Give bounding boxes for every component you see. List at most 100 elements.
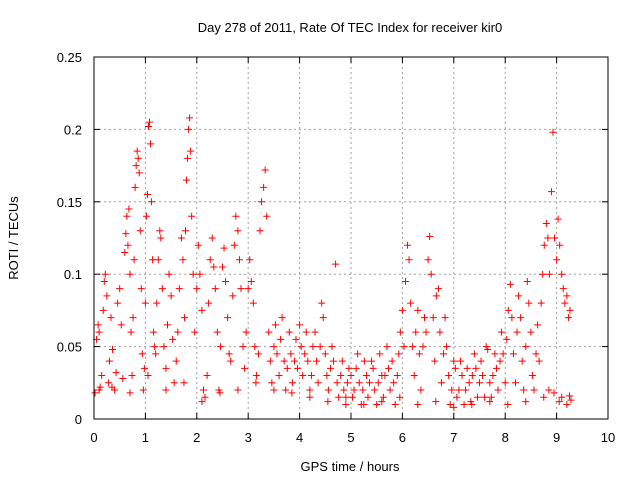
data-point (517, 314, 525, 322)
data-point (213, 328, 221, 336)
data-point (170, 379, 178, 387)
data-point (152, 350, 160, 358)
data-point (125, 205, 133, 213)
data-point (307, 372, 315, 380)
data-point (404, 241, 412, 249)
data-point (499, 350, 507, 358)
data-point (220, 244, 228, 252)
data-point (186, 114, 194, 122)
data-point (136, 227, 144, 235)
data-point (254, 350, 262, 358)
data-point (138, 350, 146, 358)
data-point (566, 306, 574, 314)
data-point (104, 379, 112, 387)
data-point (532, 350, 540, 358)
data-point (158, 285, 166, 293)
data-point (134, 154, 142, 162)
data-point (112, 369, 120, 377)
data-point (135, 169, 143, 177)
y-tick-label: 0.05 (57, 340, 82, 355)
data-point (174, 328, 182, 336)
data-point (486, 379, 494, 387)
data-point (492, 364, 500, 372)
data-point (309, 343, 317, 351)
data-point (266, 357, 274, 365)
data-point (450, 403, 458, 411)
data-point (296, 321, 304, 329)
data-point (465, 379, 473, 387)
data-point (437, 379, 445, 387)
data-point (431, 357, 439, 365)
data-point (271, 321, 279, 329)
data-point (504, 306, 512, 314)
data-point (215, 386, 223, 394)
data-point (395, 350, 403, 358)
data-point (242, 328, 250, 336)
data-point (451, 364, 459, 372)
data-point (376, 350, 384, 358)
data-point (561, 299, 569, 307)
data-point (144, 372, 152, 380)
data-point (426, 233, 434, 241)
data-point (391, 401, 399, 409)
data-point (544, 234, 552, 242)
data-point (360, 357, 368, 365)
data-point (147, 140, 155, 148)
data-point (183, 176, 191, 184)
data-point (491, 350, 499, 358)
data-point (508, 314, 516, 322)
data-point (177, 234, 185, 242)
data-point (378, 398, 386, 406)
data-point (299, 372, 307, 380)
data-point (132, 162, 140, 170)
data-point (263, 212, 271, 220)
data-point (239, 343, 247, 351)
data-point (122, 230, 130, 238)
data-point (479, 372, 487, 380)
data-point (463, 364, 471, 372)
data-point (129, 314, 137, 322)
data-point (436, 328, 444, 336)
data-point (342, 393, 350, 401)
data-point (205, 299, 213, 307)
data-point (555, 398, 563, 406)
data-point (412, 328, 420, 336)
x-tick-label: 6 (399, 430, 406, 445)
data-point (450, 357, 458, 365)
data-point (453, 393, 461, 401)
data-point (294, 364, 302, 372)
data-point (386, 386, 394, 394)
data-point (196, 270, 204, 278)
data-point (477, 357, 485, 365)
data-point (246, 256, 254, 264)
data-point (278, 314, 286, 322)
data-point (489, 372, 497, 380)
data-point (160, 343, 168, 351)
data-point (219, 263, 226, 271)
data-point (265, 328, 273, 336)
data-point (393, 372, 401, 380)
data-point (105, 357, 113, 365)
data-point (234, 386, 242, 394)
data-point (342, 401, 350, 409)
data-point (441, 314, 449, 322)
data-point (564, 314, 572, 322)
data-point (530, 386, 538, 394)
data-point (381, 372, 389, 380)
data-point (337, 372, 345, 380)
data-point (547, 188, 555, 196)
data-point (148, 198, 156, 206)
data-point (567, 396, 575, 404)
data-point (501, 379, 509, 387)
data-point (224, 314, 232, 322)
data-point (141, 299, 149, 307)
x-tick-label: 5 (347, 430, 354, 445)
data-point (362, 372, 370, 380)
x-tick-label: 3 (245, 430, 252, 445)
data-point (210, 263, 218, 271)
data-point (328, 343, 336, 351)
data-point (164, 321, 172, 329)
data-point (455, 386, 463, 394)
data-point (515, 292, 523, 300)
data-point (354, 350, 362, 358)
